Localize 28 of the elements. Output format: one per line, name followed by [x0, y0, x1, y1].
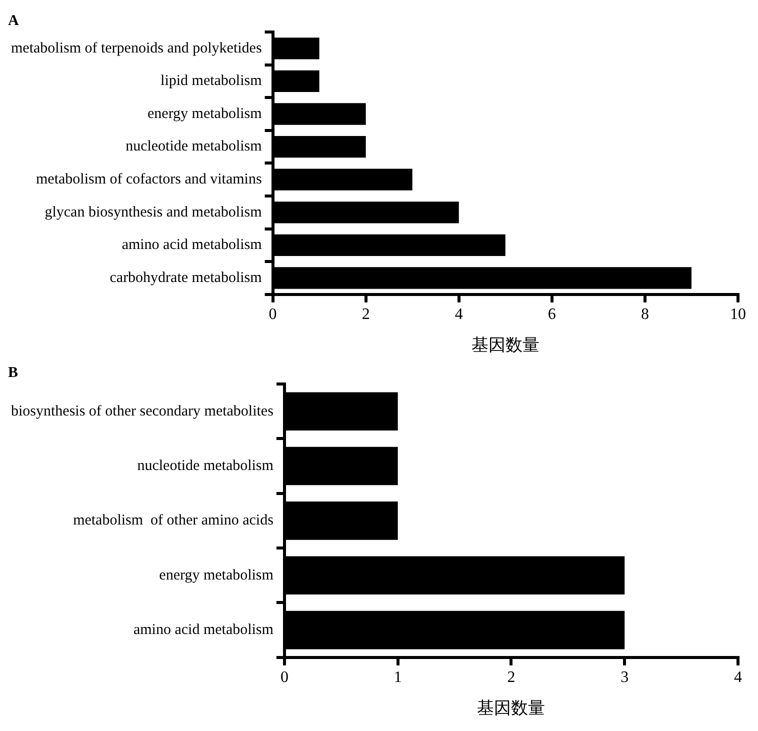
x-tick-label: 2: [507, 669, 516, 686]
y-tick-label: metabolism of cofactors and vitamins: [36, 172, 262, 188]
x-tick-label: 4: [454, 306, 463, 324]
x-tick-label: 3: [620, 669, 629, 686]
y-tick-label: carbohydrate metabolism: [110, 270, 262, 286]
y-tick-label: nucleotide metabolism: [126, 138, 262, 155]
x-axis-title: 基因数量: [471, 335, 540, 354]
y-tick-label: metabolism of other amino acids: [73, 512, 274, 529]
y-tick-label: amino acid metabolism: [122, 237, 262, 254]
x-tick-label: 0: [268, 306, 277, 324]
y-tick-label: energy metabolism: [148, 106, 262, 122]
y-tick-label: metabolism of terpenoids and polyketides: [11, 40, 262, 56]
y-tick-label: nucleotide metabolism: [137, 458, 274, 474]
x-tick-label: 10: [730, 306, 746, 324]
text: A: [8, 12, 19, 29]
x-tick-label: 6: [548, 306, 556, 324]
x-tick-label: 8: [640, 306, 649, 324]
x-tick-label: 1: [394, 669, 402, 686]
y-tick-label: biosynthesis of other secondary metabolites: [10, 403, 274, 420]
y-tick-label: energy metabolism: [159, 567, 274, 584]
x-axis-title: 基因数量: [477, 698, 546, 718]
text: B: [8, 364, 18, 381]
y-tick-label: glycan biosynthesis and metabolism: [44, 204, 262, 220]
y-tick-label: amino acid metabolism: [133, 622, 274, 638]
x-tick-label: 2: [362, 306, 370, 324]
x-tick-label: 4: [734, 669, 742, 686]
x-tick-label: 0: [280, 669, 288, 686]
y-tick-label: lipid metabolism: [160, 73, 262, 90]
